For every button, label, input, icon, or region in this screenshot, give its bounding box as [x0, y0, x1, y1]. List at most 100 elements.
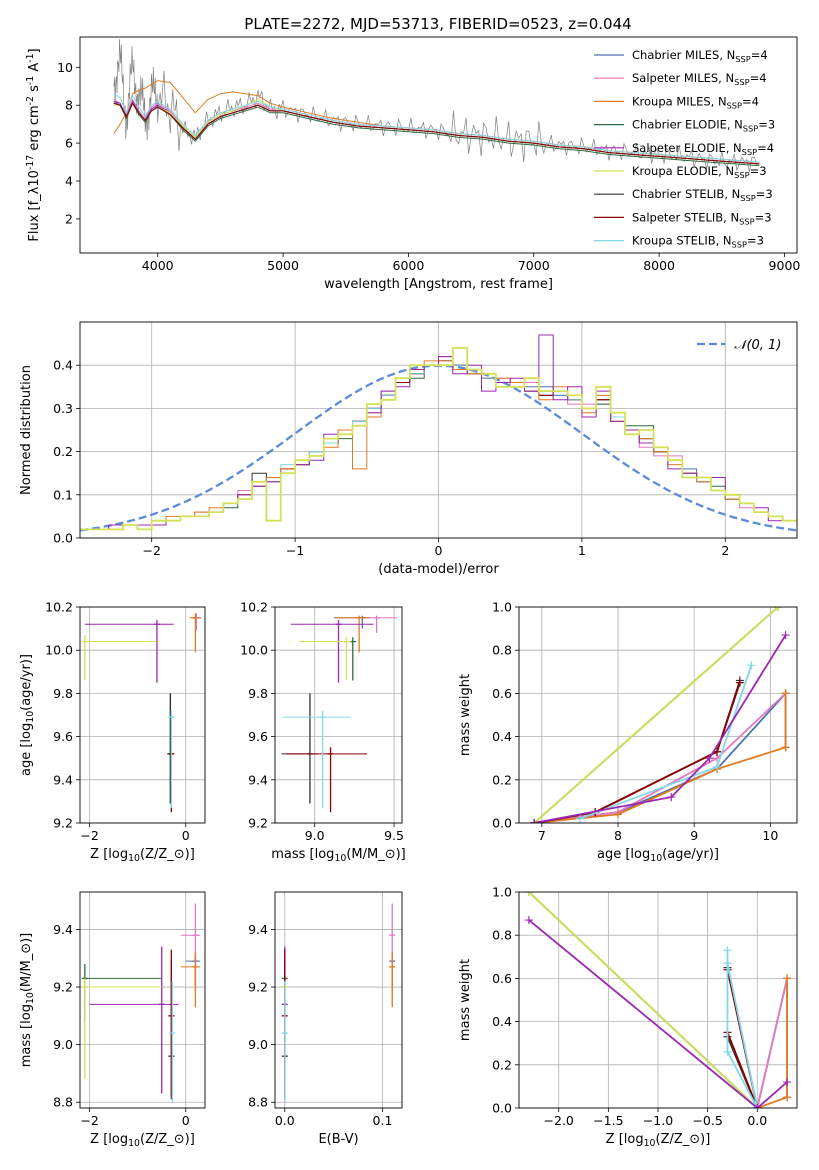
errorbar-point [298, 637, 352, 681]
panel-residual-hist: −2 −1 0 1 2 0.0 0.1 0.2 0.3 0.4 (data-model)/error… [19, 321, 798, 577]
legend-entry-label: Kroupa MILES, NSSP=4 [632, 94, 759, 110]
x-tick-label: −1.0 [643, 1113, 673, 1128]
x-tick-label: 0.0 [747, 1113, 767, 1128]
axes-frame [274, 606, 403, 824]
weight-marker [723, 959, 732, 968]
y-tick-label: 9.0 [53, 1037, 73, 1052]
panel-mass-vs-ebv: 0.0 0.1 8.8 9.0 9.2 9.4 E(B-V) [248, 891, 403, 1147]
errorbar-point [168, 949, 175, 1097]
y-tick-label: 10.0 [240, 643, 268, 658]
weight-line [579, 665, 753, 820]
axes-frame [79, 321, 798, 539]
errorbar-point [84, 619, 174, 683]
x-tick-label: −1 [286, 543, 304, 558]
axes-frame [518, 891, 798, 1109]
plot-area [275, 607, 402, 823]
weight-marker [781, 631, 790, 640]
errorbar-point [189, 613, 201, 653]
spectrum-legend: Chabrier MILES, NSSP=4 Salpeter MILES, NS… [594, 48, 775, 250]
weight-marker [614, 810, 623, 819]
axes-frame [79, 606, 206, 824]
plot-area [80, 892, 205, 1108]
y-tick-label: 8 [65, 98, 73, 113]
weight-line [726, 950, 759, 1108]
legend-entry-label: Kroupa STELIB, NSSP=3 [632, 234, 764, 250]
x-tick-label: 0 [435, 543, 443, 558]
errorbar-point [89, 946, 179, 1094]
y-tick-label: 4 [65, 174, 73, 189]
x-tick-label: 0.1 [373, 1113, 393, 1128]
y-tick-label: 0.2 [53, 444, 73, 459]
panel-age-vs-mass: 9.0 9.5 9.2 9.4 9.6 9.8 10.0 10.2 mass [log10(M/… [240, 600, 406, 865]
y-tick-label: 10.2 [240, 600, 268, 615]
weight-marker [773, 607, 782, 611]
plot-area [80, 607, 205, 823]
y-axis-label: Flux [f_λ10-17 erg cm-2 s-1 A-1] [25, 48, 42, 241]
x-tick-label: 8 [614, 828, 622, 843]
legend-entry-label: Chabrier ELODIE, NSSP=3 [632, 118, 775, 134]
weight-marker [781, 689, 790, 698]
plot-area [113, 39, 760, 172]
y-tick-label: 0.4 [492, 1014, 512, 1029]
errorbar-point [286, 747, 368, 813]
weight-line [756, 978, 788, 1108]
histogram-legend: 𝒩(0, 1) [697, 338, 781, 353]
y-tick-label: 0.4 [53, 358, 73, 373]
x-tick-label: 2 [721, 543, 729, 558]
x-tick-label: 9.5 [384, 828, 404, 843]
legend-entry-label: Salpeter ELODIE, NSSP=4 [632, 141, 774, 157]
x-axis-label: wavelength [Angstrom, rest frame] [324, 277, 553, 292]
x-tick-label: 8000 [643, 258, 675, 273]
x-tick-label: 7000 [518, 258, 550, 273]
x-tick-label: 5000 [267, 258, 299, 273]
plot-area [80, 322, 797, 538]
errorbar-point [290, 619, 374, 683]
legend-entry-label: Salpeter STELIB, NSSP=3 [632, 210, 772, 226]
weight-line [534, 634, 787, 823]
y-tick-label: 0.8 [492, 643, 512, 658]
errorbar-point [180, 952, 201, 1008]
errorbar-point [335, 615, 369, 653]
model-spectrum-line [113, 93, 760, 163]
x-axis-label: age [log10(age/yr)] [597, 847, 719, 864]
y-tick-label: 9.0 [248, 1037, 268, 1052]
y-tick-label: 0.2 [492, 772, 512, 787]
y-tick-label: 0.4 [492, 729, 512, 744]
y-tick-label: 2 [65, 211, 73, 226]
x-tick-label: 0 [182, 828, 190, 843]
y-tick-label: 9.8 [248, 686, 268, 701]
y-axis-label: Normed distribution [19, 365, 34, 495]
legend-entry-label: Salpeter MILES, NSSP=4 [632, 71, 767, 87]
weight-marker [723, 946, 732, 955]
model-spectrum-line [113, 102, 760, 165]
y-tick-label: 9.4 [248, 922, 268, 937]
y-tick-label: 10.2 [45, 600, 73, 615]
weight-marker [524, 916, 533, 925]
weight-marker [781, 743, 790, 752]
y-tick-label: 0.6 [492, 971, 512, 986]
panel-spectrum: 4000 5000 6000 7000 8000 9000 2 4 6 8 10 wavelength… [25, 36, 800, 292]
x-tick-label: −1.5 [593, 1113, 623, 1128]
x-tick-label: −0.5 [692, 1113, 722, 1128]
panel-weight-vs-z: −2.0 −1.5 −1.0 −0.5 0.0 0.0 0.2 0.4 0.6 0.8 1.0 Z [… [458, 885, 798, 1149]
y-tick-label: 9.2 [248, 980, 268, 995]
errorbar-point [180, 903, 201, 993]
errorbar-point [185, 955, 201, 990]
plot-area [275, 892, 402, 1108]
x-tick-label: 6000 [393, 258, 425, 273]
y-tick-label: 0.2 [492, 1057, 512, 1072]
weight-marker [524, 892, 533, 896]
y-axis-label: mass weight [458, 674, 473, 756]
x-tick-label: −2.0 [544, 1113, 574, 1128]
axes-frame [518, 606, 798, 824]
x-tick-label: 7 [538, 828, 546, 843]
x-tick-label: −2 [142, 543, 160, 558]
y-axis-label: mass weight [458, 959, 473, 1041]
x-axis-label: (data-model)/error [378, 562, 499, 577]
x-tick-label: 10 [762, 828, 778, 843]
errorbar-point [167, 693, 174, 804]
x-axis-label: mass [log10(M/M_⊙)] [271, 847, 406, 864]
x-tick-label: 9 [690, 828, 698, 843]
y-tick-label: 0.0 [492, 1101, 512, 1116]
